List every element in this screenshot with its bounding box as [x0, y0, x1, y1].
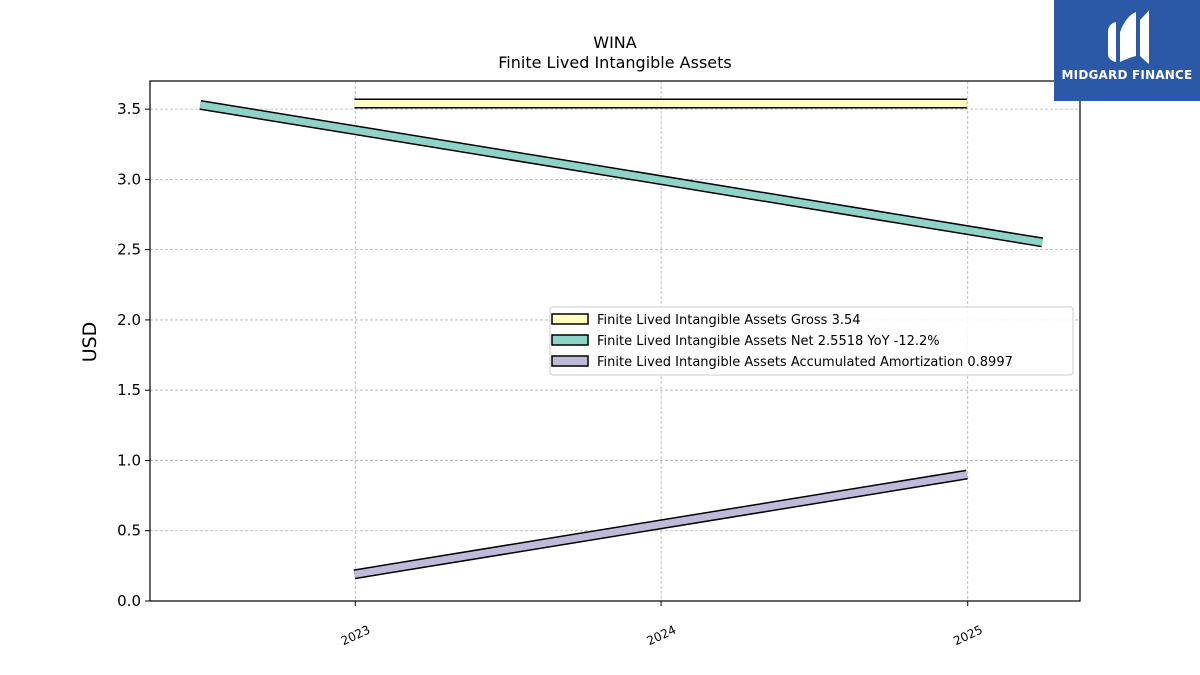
legend-swatch	[551, 313, 589, 325]
legend-swatch	[551, 355, 589, 367]
logo-mark-icon	[1108, 10, 1149, 64]
legend-swatch	[551, 334, 589, 346]
plot-frame	[149, 80, 1081, 602]
y-tick-label: 3.5	[117, 100, 141, 118]
series-line	[199, 101, 1043, 246]
logo: MIDGARD FINANCE	[1054, 0, 1200, 101]
legend-box	[549, 306, 1074, 376]
y-tick-label: 1.5	[117, 381, 141, 399]
y-tick-label: 2.5	[117, 241, 141, 259]
y-tick-label: 0.5	[117, 522, 141, 540]
legend: Finite Lived Intangible Assets Gross 3.5…	[549, 306, 1074, 376]
x-tick-label: 2023	[339, 623, 373, 649]
chart-subtitle: Finite Lived Intangible Assets	[498, 53, 731, 72]
series-layer	[199, 98, 1044, 580]
legend-label: Finite Lived Intangible Assets Gross 3.5…	[597, 313, 861, 328]
y-tick-label: 3.0	[117, 170, 141, 188]
y-tick-label: 0.0	[117, 592, 141, 610]
x-tick-label: 2024	[645, 623, 679, 649]
chart-title: WINA	[593, 33, 637, 52]
legend-label: Finite Lived Intangible Assets Accumulat…	[597, 355, 1013, 370]
logo-text: MIDGARD FINANCE	[1061, 68, 1193, 82]
y-tick-label: 1.0	[117, 451, 141, 469]
series-line	[353, 471, 968, 578]
y-tick-label: 2.0	[117, 311, 141, 329]
x-tick-label: 2025	[951, 623, 985, 649]
legend-label: Finite Lived Intangible Assets Net 2.551…	[597, 334, 940, 349]
y-axis-label: USD	[79, 322, 101, 363]
